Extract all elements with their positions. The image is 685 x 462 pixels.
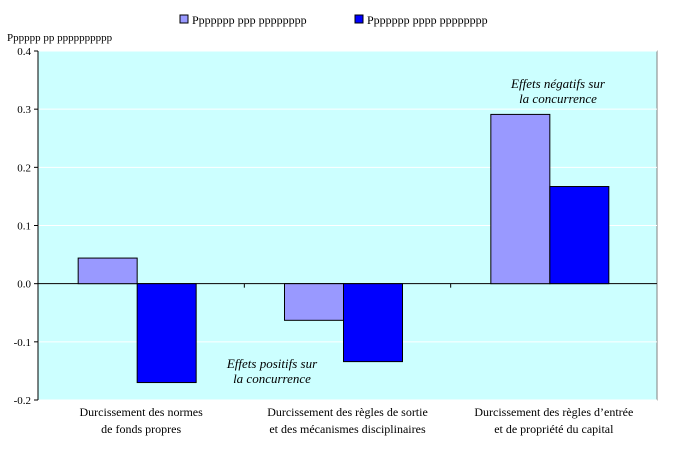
legend-label: Ppppppp pppp pppppppp [367, 13, 488, 27]
y-tick-label: -0.1 [14, 337, 31, 349]
bar-1-3 [490, 113, 551, 285]
annotation-text: la concurrence [519, 91, 597, 106]
annotation-text: Effets négatifs sur [510, 76, 606, 91]
bar-1-1 [77, 257, 138, 285]
category-label: et de propriété du capital [494, 422, 614, 436]
legend-swatch [354, 14, 364, 24]
category-label: et des mécanismes disciplinaires [269, 422, 426, 436]
y-axis: 0.4 0.3 0.2 0.1 0.0 -0.1 -0.2 [14, 46, 39, 407]
y-tick-label: 0.2 [17, 162, 31, 174]
y-tick-label: 0.4 [17, 46, 31, 58]
y-tick-label: -0.2 [14, 395, 31, 407]
bar-2-3 [549, 186, 610, 285]
annotation-text: Effets positifs sur [226, 356, 318, 371]
y-tick-label: 0.0 [17, 279, 31, 291]
y-tick-label: 0.3 [17, 104, 31, 116]
category-label: Durcissement des règles d’entrée [474, 405, 633, 419]
category-label: de fonds propres [101, 422, 181, 436]
legend-swatch [179, 14, 189, 24]
y-axis-label: Pppppp pp pppppppppp [7, 32, 113, 44]
category-label: Durcissement des normes [80, 405, 204, 419]
category-label: Durcissement des règles de sortie [267, 405, 428, 419]
bar-1-2 [284, 283, 344, 321]
bar-2-1 [136, 283, 197, 384]
bar-2-2 [343, 283, 403, 363]
y-tick-label: 0.1 [17, 221, 31, 233]
annotation-text: la concurrence [233, 371, 311, 386]
legend-label: Ppppppp ppp pppppppp [192, 13, 307, 27]
x-axis-categories: Durcissement des normes de fonds propres D… [80, 283, 633, 436]
bars [77, 113, 610, 384]
legend: Ppppppp ppp pppppppp Ppppppp pppp ppppppp… [179, 13, 488, 27]
